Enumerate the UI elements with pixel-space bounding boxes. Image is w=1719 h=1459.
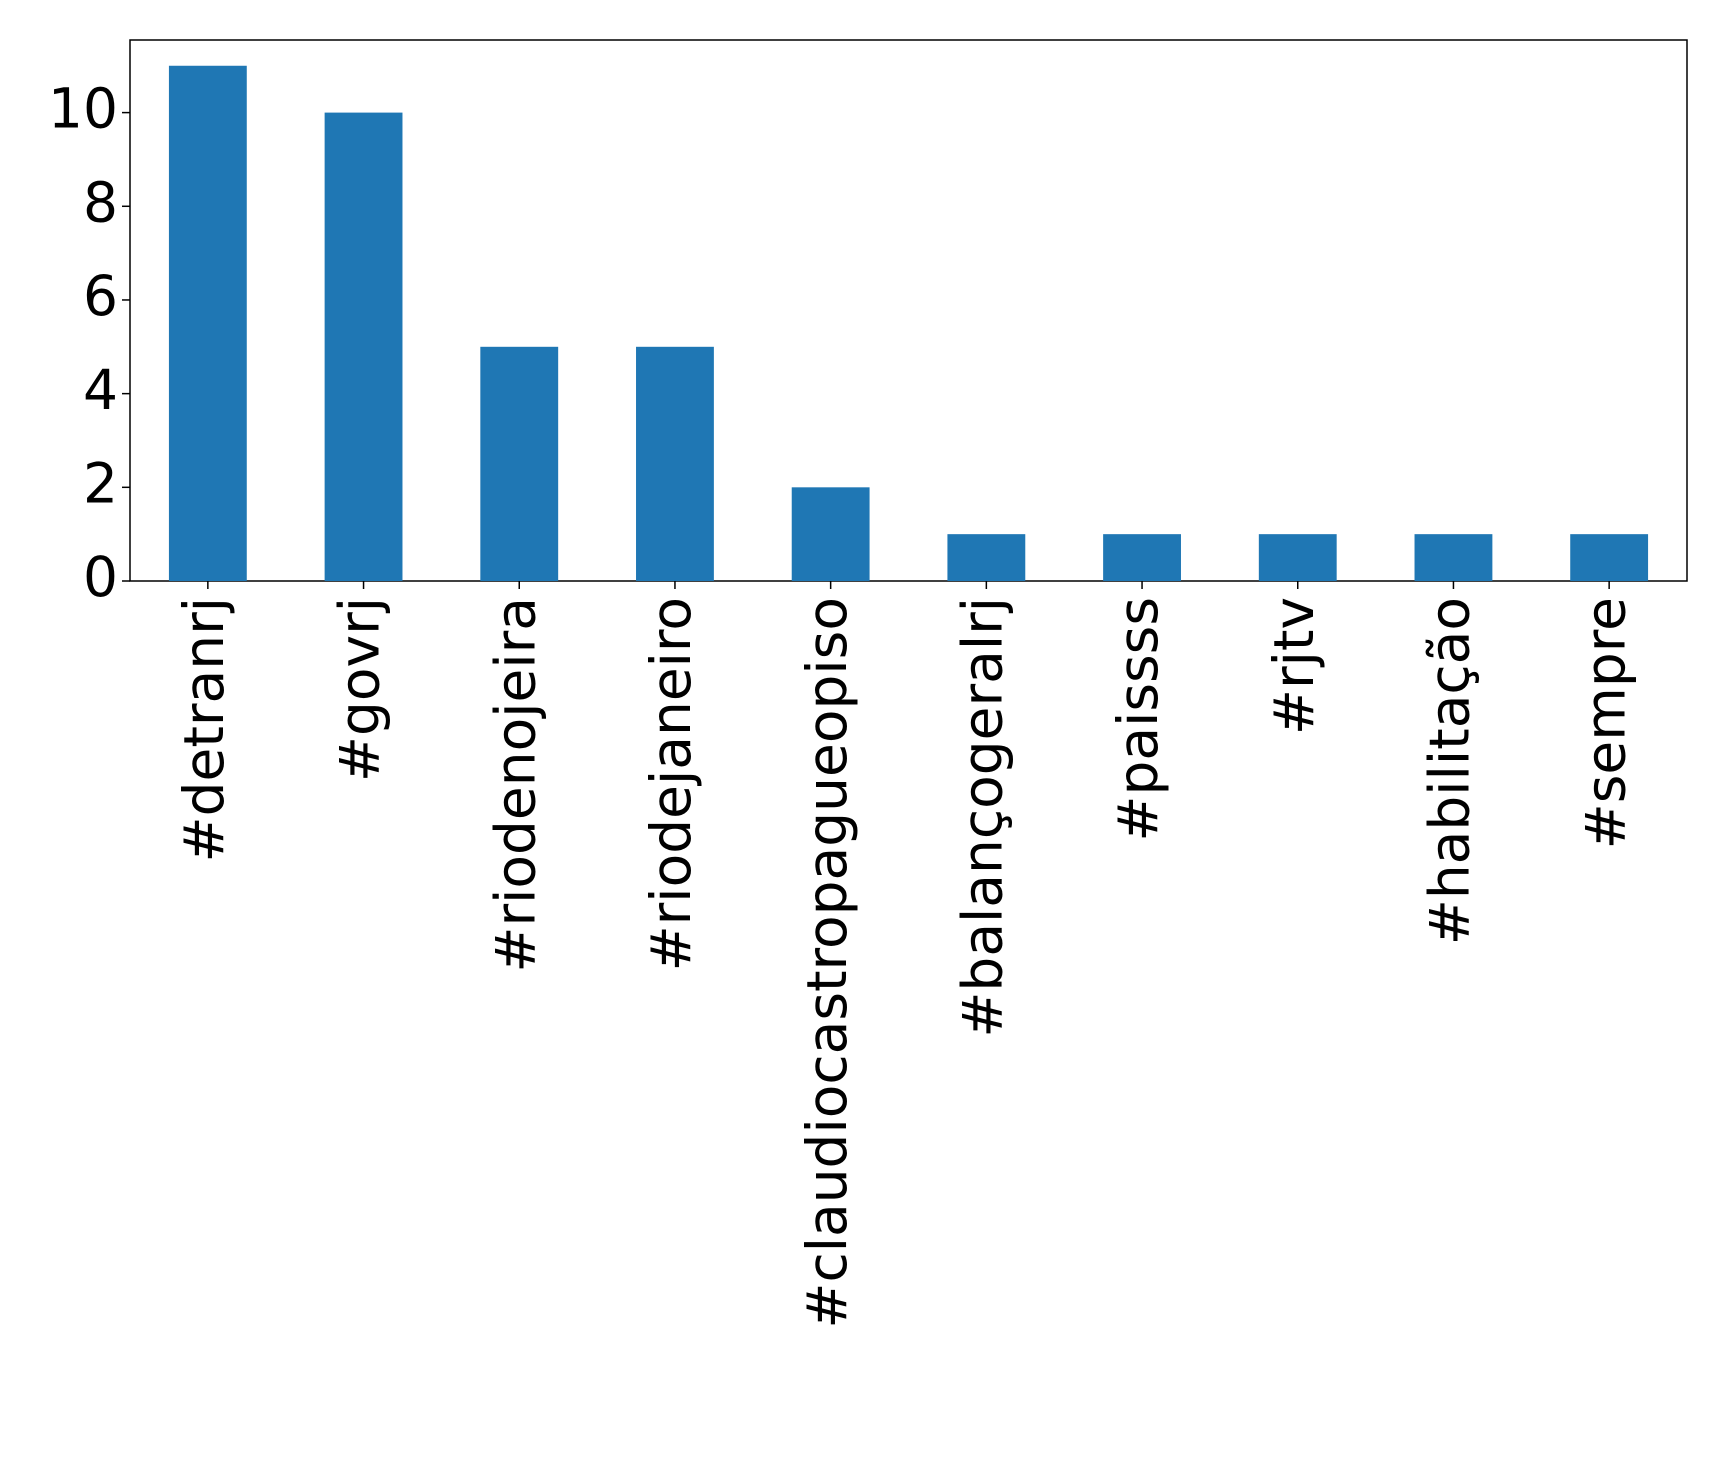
- bar: [1103, 534, 1181, 581]
- y-tick-label: 8: [83, 170, 118, 234]
- y-tick-label: 6: [83, 264, 118, 328]
- bar: [947, 534, 1026, 581]
- bar: [324, 112, 403, 581]
- bar: [1570, 534, 1649, 581]
- x-tick-label: #riodenojeira: [483, 597, 547, 973]
- y-tick-label: 10: [48, 77, 118, 141]
- x-tick-label: #claudiocastropagueopiso: [795, 597, 859, 1329]
- x-tick-label: #detranrj: [172, 597, 236, 862]
- bar: [1258, 534, 1337, 581]
- y-tick-label: 4: [83, 358, 118, 422]
- bar: [168, 65, 247, 581]
- x-tick-label: #habilitação: [1418, 597, 1482, 945]
- y-tick-label: 0: [83, 545, 118, 609]
- bar: [791, 487, 870, 581]
- x-tick-label: #govrj: [328, 597, 392, 782]
- x-tick-label: #paissss: [1106, 597, 1170, 842]
- x-tick-label: #riodejaneiro: [639, 597, 703, 971]
- bar: [1414, 534, 1493, 581]
- x-tick-label: #sempre: [1573, 597, 1637, 849]
- plot-frame: [129, 39, 1688, 582]
- bar: [480, 346, 559, 581]
- y-tick-label: 2: [83, 451, 118, 515]
- x-tick-label: #rjtv: [1262, 597, 1326, 735]
- bar: [636, 346, 714, 581]
- x-tick-label: #balançogeralrj: [950, 597, 1014, 1038]
